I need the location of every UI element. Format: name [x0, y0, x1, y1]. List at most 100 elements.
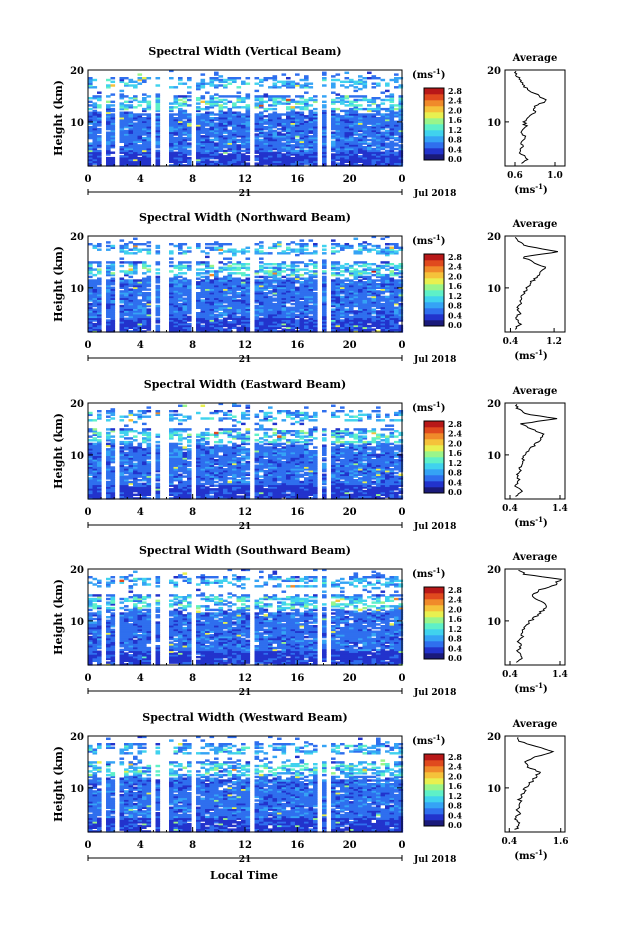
heatmap-cell [241, 160, 246, 164]
heatmap-cell [155, 268, 161, 271]
heatmap-cell [182, 158, 188, 162]
heatmap-cell [196, 142, 201, 145]
heatmap-cell [97, 261, 102, 264]
heatmap-cell [371, 75, 377, 78]
heatmap-cell [232, 129, 237, 133]
heatmap-cell [295, 155, 300, 158]
heatmap-cell [214, 113, 219, 116]
heatmap-cell [398, 84, 404, 87]
heatmap-cell [119, 156, 125, 160]
heatmap-cell [218, 149, 224, 153]
heatmap-cell [223, 317, 228, 320]
heatmap-cell [128, 140, 134, 144]
heatmap-cell [353, 109, 359, 113]
heatmap-cell [353, 158, 359, 162]
heatmap-cell [259, 250, 264, 253]
heatmap-cell [205, 82, 210, 85]
heatmap-cell [110, 160, 116, 164]
heatmap-cell [389, 97, 395, 100]
heatmap-cell [142, 160, 147, 164]
heatmap-cell [358, 135, 363, 138]
heatmap-cell [236, 151, 242, 154]
heatmap-cell [146, 264, 152, 268]
heatmap-cell [97, 138, 102, 142]
heatmap-cell [380, 126, 386, 129]
heatmap-cell [182, 111, 188, 114]
heatmap-cell [169, 151, 174, 154]
heatmap-cell [322, 136, 327, 140]
heatmap-cell [308, 162, 314, 165]
heatmap-cell [236, 164, 242, 167]
heatmap-cell [259, 264, 264, 268]
heatmap-cell [209, 80, 215, 84]
heatmap-cell [92, 149, 98, 153]
heatmap-cell [92, 102, 98, 105]
heatmap-cell [295, 84, 300, 87]
heatmap-cell [205, 252, 210, 255]
heatmap-cell [358, 124, 363, 127]
heatmap-cell [385, 273, 390, 277]
colorbar-swatch [424, 94, 444, 101]
heatmap-cell [340, 160, 345, 164]
heatmap-cell [371, 244, 377, 248]
heatmap-cell [371, 164, 377, 167]
heatmap-cell [187, 138, 192, 142]
heatmap-cell [349, 109, 354, 113]
heatmap-cell [281, 133, 287, 136]
heatmap-cell [236, 250, 242, 253]
heatmap-cell [313, 155, 318, 158]
heatmap-cell [362, 160, 368, 164]
heatmap-cell [394, 113, 399, 116]
heatmap-cell [119, 124, 125, 127]
heatmap-cell [259, 97, 264, 100]
heatmap-cell [398, 133, 404, 136]
heatmap-cell [137, 117, 143, 120]
heatmap-cell [389, 117, 395, 120]
heatmap-cell [353, 95, 359, 98]
heatmap-cell [389, 133, 395, 136]
heatmap-cell [353, 153, 359, 156]
heatmap-cell [169, 138, 174, 142]
heatmap-cell [295, 149, 300, 153]
heatmap-cell [227, 131, 233, 134]
heatmap-cell [259, 138, 264, 142]
heatmap-cell [227, 122, 233, 125]
heatmap-cell [322, 126, 327, 129]
heatmap-cell [119, 136, 125, 140]
heatmap-cell [331, 127, 336, 131]
heatmap-cell [227, 107, 233, 111]
heatmap-cell [187, 261, 192, 264]
heatmap-cell [308, 273, 314, 277]
heatmap-cell [178, 156, 183, 160]
heatmap-cell [245, 155, 251, 158]
heatmap-cell [344, 126, 350, 129]
heatmap-cell [245, 140, 251, 144]
heatmap-cell [353, 111, 359, 114]
heatmap-cell [200, 82, 206, 85]
heatmap-cell [200, 158, 206, 162]
heatmap-cell [259, 100, 264, 104]
heatmap-cell [169, 77, 174, 80]
heatmap-cell [173, 158, 179, 162]
heatmap-cell [290, 153, 296, 156]
heatmap-cell [146, 113, 152, 116]
heatmap-cell [254, 133, 260, 136]
heatmap-cell [380, 127, 386, 131]
heatmap-cell [299, 118, 305, 122]
heatmap-cell [254, 164, 260, 167]
heatmap-cell [380, 237, 386, 241]
heatmap-cell [268, 155, 273, 158]
heatmap-cell [133, 95, 138, 98]
heatmap-cell [133, 155, 138, 158]
heatmap-cell [209, 133, 215, 136]
heatmap-cell [155, 284, 161, 288]
heatmap-cell [331, 120, 336, 124]
heatmap-cell [97, 113, 102, 116]
heatmap-cell [205, 106, 210, 109]
heatmap-cell [308, 98, 314, 102]
heatmap-cell [218, 140, 224, 144]
heatmap-cell [290, 158, 296, 162]
heatmap-cell [340, 138, 345, 142]
heatmap-cell [205, 113, 210, 116]
heatmap-cell [385, 261, 390, 264]
